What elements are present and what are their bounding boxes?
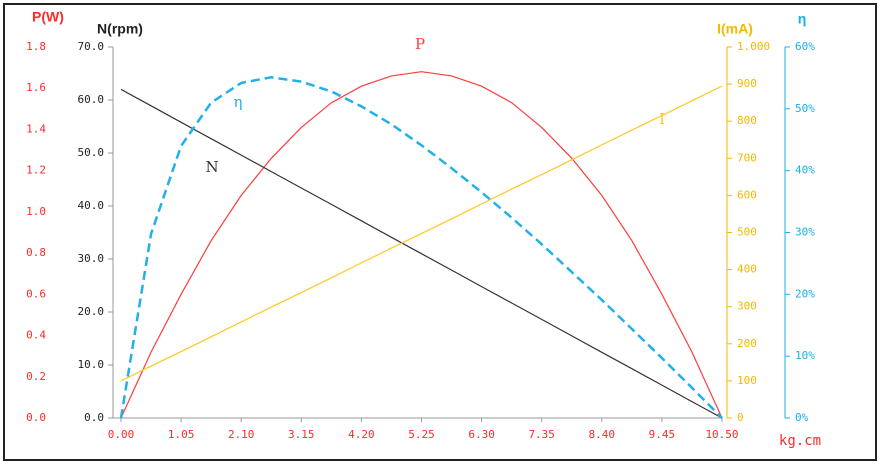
y-tick-label: 0%: [795, 411, 809, 424]
y-tick-label: 0.4: [26, 329, 46, 342]
x-tick-label: 9.45: [649, 428, 676, 441]
y-tick-label: 10%: [795, 349, 815, 362]
x-tick-label: 6.30: [468, 428, 495, 441]
y-tick-label: 0.2: [26, 370, 46, 383]
y-tick-label: 200: [737, 337, 757, 350]
axis-title: N(rpm): [97, 21, 143, 37]
y-tick-label: 1.000: [737, 40, 770, 53]
x-tick-label: 0.00: [108, 428, 135, 441]
y-tick-label: 0.8: [26, 246, 46, 259]
y-tick-label: 40.0: [78, 199, 105, 212]
y-tick-label: 600: [737, 188, 757, 201]
y-tick-label: 10.0: [78, 358, 105, 371]
x-axis-title: kg.cm: [779, 433, 821, 449]
y-tick-label: 800: [737, 114, 757, 127]
x-tick-label: 2.10: [228, 428, 255, 441]
y-tick-label: 40%: [795, 164, 815, 177]
x-tick-label: 8.40: [589, 428, 616, 441]
x-tick-label: 7.35: [528, 428, 555, 441]
y-tick-label: 1.6: [26, 81, 46, 94]
x-tick-label: 1.05: [168, 428, 195, 441]
axis-title: P(W): [32, 9, 64, 25]
y-tick-label: 100: [737, 374, 757, 387]
series-label: P: [415, 35, 425, 53]
axis-title: η: [798, 11, 807, 27]
y-tick-label: 1.8: [26, 40, 46, 53]
y-tick-label: 50.0: [78, 146, 105, 159]
series-line: [120, 85, 723, 382]
y-tick-label: 0.0: [84, 411, 104, 424]
series-line: [119, 76, 723, 419]
y-tick-label: 0: [737, 411, 744, 424]
y-tick-label: 0.0: [26, 411, 46, 424]
series-label: I: [659, 110, 665, 128]
y-tick-label: 1.4: [26, 122, 46, 135]
y-tick-label: 20.0: [78, 305, 105, 318]
series-line: [120, 71, 723, 419]
series-label: η: [234, 93, 243, 111]
y-tick-label: 700: [737, 151, 757, 164]
axis-title: I(mA): [717, 21, 753, 37]
y-tick-label: 900: [737, 77, 757, 90]
y-tick-label: 60.0: [78, 93, 105, 106]
y-tick-label: 1.2: [26, 164, 46, 177]
y-tick-label: 400: [737, 263, 757, 276]
y-tick-label: 1.0: [26, 205, 46, 218]
y-tick-label: 70.0: [78, 40, 105, 53]
y-tick-label: 20%: [795, 287, 815, 300]
y-tick-label: 60%: [795, 40, 815, 53]
series-line: [120, 88, 723, 419]
y-tick-label: 50%: [795, 102, 815, 115]
x-tick-label: 3.15: [288, 428, 315, 441]
series-label: N: [205, 158, 218, 176]
x-tick-label: 4.20: [348, 428, 375, 441]
y-tick-label: 500: [737, 226, 757, 239]
y-tick-label: 0.6: [26, 287, 46, 300]
y-tick-label: 300: [737, 300, 757, 313]
y-tick-label: 30%: [795, 226, 815, 239]
x-tick-label: 10.50: [705, 428, 738, 441]
x-tick-label: 5.25: [408, 428, 435, 441]
y-tick-label: 30.0: [78, 252, 105, 265]
